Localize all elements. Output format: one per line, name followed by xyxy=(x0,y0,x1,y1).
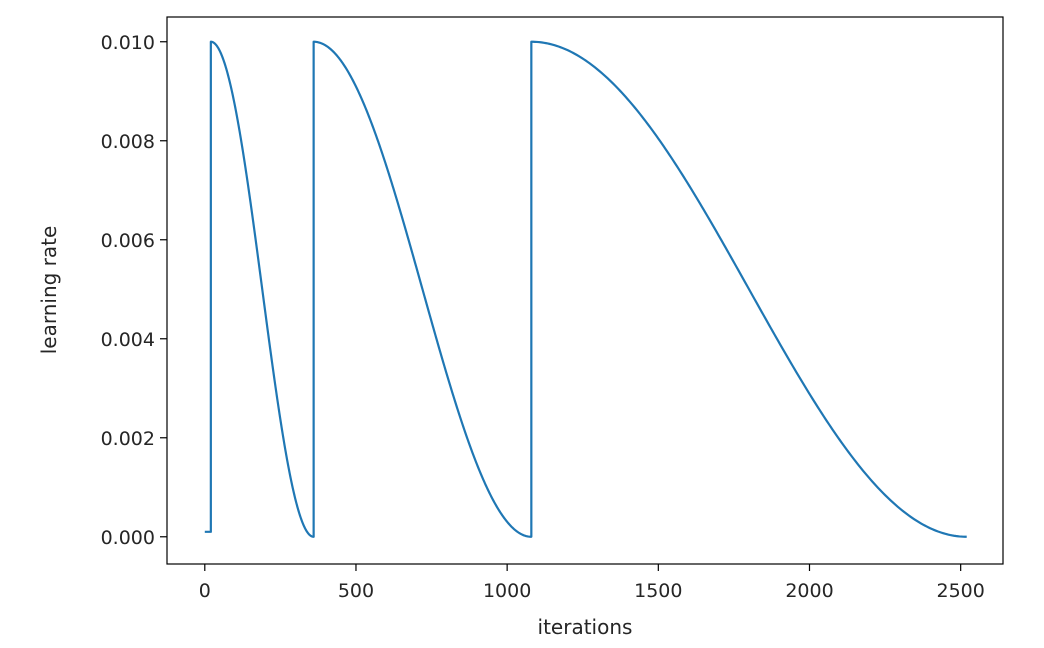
x-axis-label: iterations xyxy=(538,615,633,639)
x-tick-label: 0 xyxy=(199,580,211,602)
plot-area-frame xyxy=(166,16,1004,565)
series-line-learning-rate xyxy=(204,40,967,538)
y-tick-label: 0.008 xyxy=(101,131,155,153)
x-tick-label: 500 xyxy=(338,580,374,602)
y-tick-label: 0.006 xyxy=(101,230,155,252)
x-tick-label: 1500 xyxy=(634,580,682,602)
x-axis-ticks: 0 500 1000 1500 2000 2500 xyxy=(199,564,985,602)
y-axis-ticks: 0.000 0.002 0.004 0.006 0.008 0.010 xyxy=(101,32,167,549)
y-tick-label: 0.000 xyxy=(101,527,155,549)
y-tick-label: 0.004 xyxy=(101,329,155,351)
x-tick-label: 2000 xyxy=(785,580,833,602)
y-axis-label: learning rate xyxy=(37,226,61,355)
y-tick-label: 0.010 xyxy=(101,32,155,54)
x-tick-label: 1000 xyxy=(483,580,531,602)
x-tick-label: 2500 xyxy=(936,580,984,602)
y-tick-label: 0.002 xyxy=(101,428,155,450)
